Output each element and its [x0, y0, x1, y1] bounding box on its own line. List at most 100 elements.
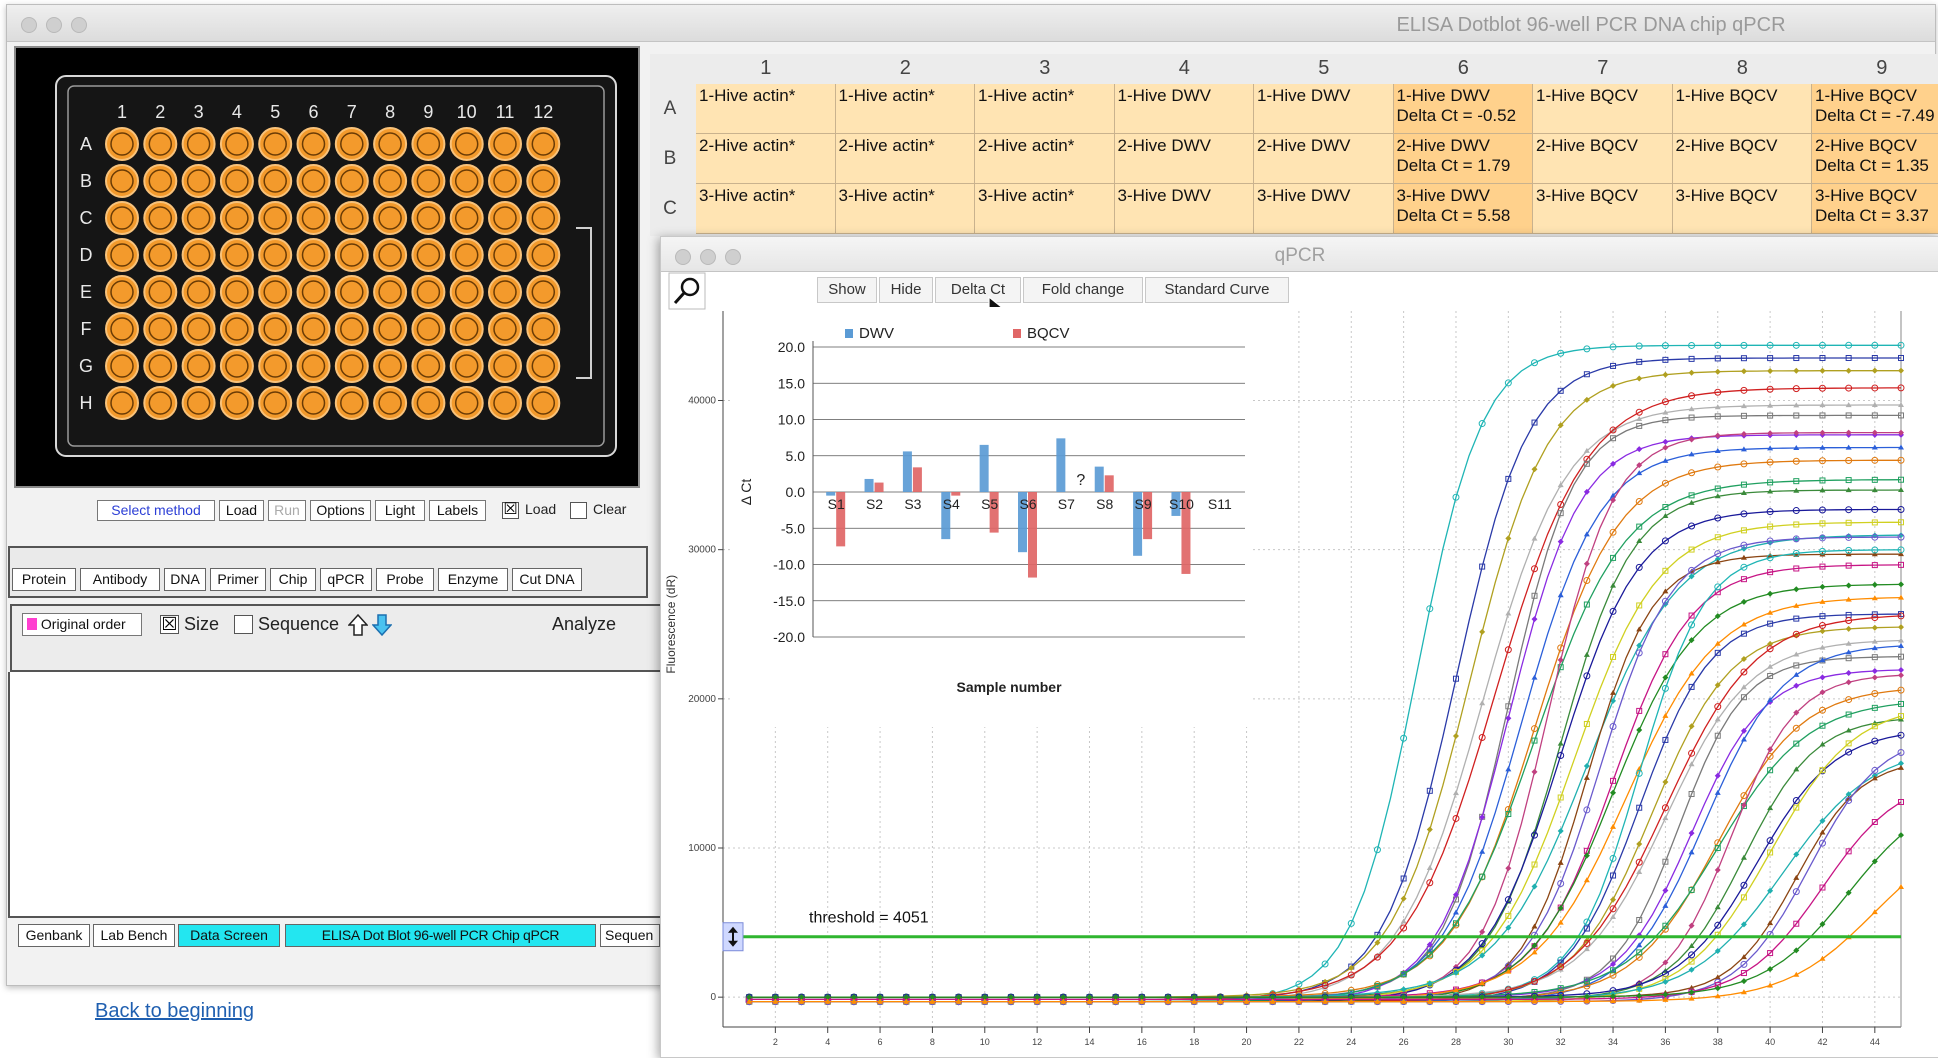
plate-well[interactable] [373, 275, 408, 309]
tab-sequence[interactable]: Sequen [600, 924, 660, 947]
grid-cell[interactable]: 1-Hive BQCV [1672, 84, 1812, 134]
reagent-tab-cut-dna[interactable]: Cut DNA [512, 568, 582, 591]
plate-well[interactable] [219, 386, 254, 420]
sort-down-arrow-icon[interactable] [372, 614, 392, 636]
plate-well[interactable] [181, 349, 216, 383]
plate-well[interactable] [449, 238, 484, 272]
plate-well[interactable] [105, 386, 139, 420]
tab-lab-bench[interactable]: Lab Bench [93, 924, 175, 947]
grid-cell[interactable]: 2-Hive actin* [696, 134, 836, 184]
reagent-tab-probe[interactable]: Probe [376, 568, 434, 591]
plate-well[interactable] [411, 127, 446, 161]
grid-cell[interactable]: 1-Hive DWV Delta Ct = -0.52 [1393, 84, 1533, 134]
select-method-button[interactable]: Select method [97, 500, 215, 521]
plate-well[interactable] [296, 127, 331, 161]
plate-well[interactable] [334, 349, 369, 383]
light-button[interactable]: Light [375, 500, 425, 521]
grid-cell[interactable]: 2-Hive actin* [835, 134, 975, 184]
load-checkbox[interactable]: ☒ [502, 501, 519, 519]
grid-cell[interactable]: 2-Hive DWV Delta Ct = 1.79 [1393, 134, 1533, 184]
plate-well[interactable] [334, 201, 369, 235]
plate-well[interactable] [143, 312, 178, 346]
plate-well[interactable] [143, 127, 178, 161]
amplification-curve[interactable] [746, 700, 1904, 1001]
grid-cell[interactable]: 1-Hive actin* [835, 84, 975, 134]
grid-col-header[interactable]: 6 [1457, 57, 1469, 79]
plate-well[interactable] [181, 164, 216, 198]
plate-well[interactable] [105, 275, 139, 309]
plate-well[interactable] [449, 386, 484, 420]
amplification-curve[interactable] [745, 731, 1905, 1001]
reagent-tab-dna[interactable]: DNA [164, 568, 206, 591]
plate-well[interactable] [105, 127, 139, 161]
amplification-curve[interactable] [746, 799, 1904, 1003]
plate-well[interactable] [143, 349, 178, 383]
grid-col-header[interactable]: 2 [899, 57, 911, 79]
plate-well[interactable] [334, 275, 369, 309]
plate-well[interactable] [334, 312, 369, 346]
plate-well[interactable] [105, 164, 139, 198]
plate-well[interactable] [219, 312, 254, 346]
grid-col-header[interactable]: 4 [1178, 57, 1190, 79]
tab-elisa-group[interactable]: ELISA Dot Blot 96-well PCR Chip qPCR [285, 924, 596, 947]
close-button[interactable] [21, 17, 37, 33]
plate-well[interactable] [411, 164, 446, 198]
zoom-button[interactable] [71, 17, 87, 33]
reagent-tab-protein[interactable]: Protein [12, 568, 76, 591]
sequence-checkbox[interactable] [234, 615, 253, 634]
plate-well[interactable] [526, 127, 561, 161]
plate-well[interactable] [488, 386, 522, 420]
original-order-button[interactable]: Original order [22, 613, 142, 636]
grid-col-header[interactable]: 5 [1318, 57, 1330, 79]
run-button[interactable]: Run [268, 500, 306, 521]
plate-well[interactable] [334, 164, 369, 198]
plate-well[interactable] [105, 238, 139, 272]
plate-well[interactable] [296, 201, 331, 235]
mode-button-hide[interactable]: Hide [879, 277, 933, 303]
reagent-tab-qpcr[interactable]: qPCR [320, 568, 372, 591]
plate-well[interactable] [181, 127, 216, 161]
tab-data-screen[interactable]: Data Screen [178, 924, 280, 947]
mode-button-fold-change[interactable]: Fold change [1023, 277, 1143, 303]
plate-well[interactable] [526, 312, 561, 346]
plate-well[interactable] [411, 275, 446, 309]
plate-well[interactable] [411, 312, 446, 346]
plate-well[interactable] [258, 312, 293, 346]
grid-cell[interactable]: 3-Hive DWV [1254, 184, 1394, 234]
plate-well[interactable] [143, 201, 178, 235]
grid-col-header[interactable]: 3 [1039, 57, 1051, 79]
plate-well[interactable] [373, 312, 408, 346]
plate-well[interactable] [411, 349, 446, 383]
grid-row-header[interactable]: A [663, 98, 677, 119]
grid-col-header[interactable]: 1 [760, 57, 772, 79]
tab-genbank[interactable]: Genbank [18, 924, 90, 947]
plate-well[interactable] [411, 201, 446, 235]
grid-cell[interactable]: 2-Hive BQCV Delta Ct = 1.35 [1812, 134, 1938, 184]
plate-well[interactable] [258, 386, 293, 420]
plate-well[interactable] [373, 164, 408, 198]
reagent-tab-antibody[interactable]: Antibody [80, 568, 160, 591]
plate-well[interactable] [105, 349, 139, 383]
load-button[interactable]: Load [219, 500, 264, 521]
amplification-curve[interactable] [746, 883, 1904, 1004]
plate-well[interactable] [526, 164, 561, 198]
plate-well[interactable] [258, 238, 293, 272]
plate-well[interactable] [526, 201, 561, 235]
plate-well[interactable] [105, 312, 139, 346]
plate-well[interactable] [334, 127, 369, 161]
plate-well[interactable] [526, 275, 561, 309]
plate-well[interactable] [526, 349, 561, 383]
grid-col-header[interactable]: 8 [1736, 57, 1748, 79]
plate-well[interactable] [373, 201, 408, 235]
plate-well[interactable] [411, 386, 446, 420]
grid-cell[interactable]: 3-Hive actin* [835, 184, 975, 234]
grid-cell[interactable]: 1-Hive actin* [696, 84, 836, 134]
plate-well[interactable] [258, 349, 293, 383]
reagent-tab-primer[interactable]: Primer [210, 568, 266, 591]
plate-well[interactable] [296, 164, 331, 198]
grid-cell[interactable]: 2-Hive BQCV [1533, 134, 1673, 184]
size-checkbox[interactable]: ☒ [160, 614, 179, 634]
qpcr-minimize-button[interactable] [700, 249, 716, 265]
grid-cell[interactable]: 1-Hive BQCV Delta Ct = -7.49 [1812, 84, 1938, 134]
